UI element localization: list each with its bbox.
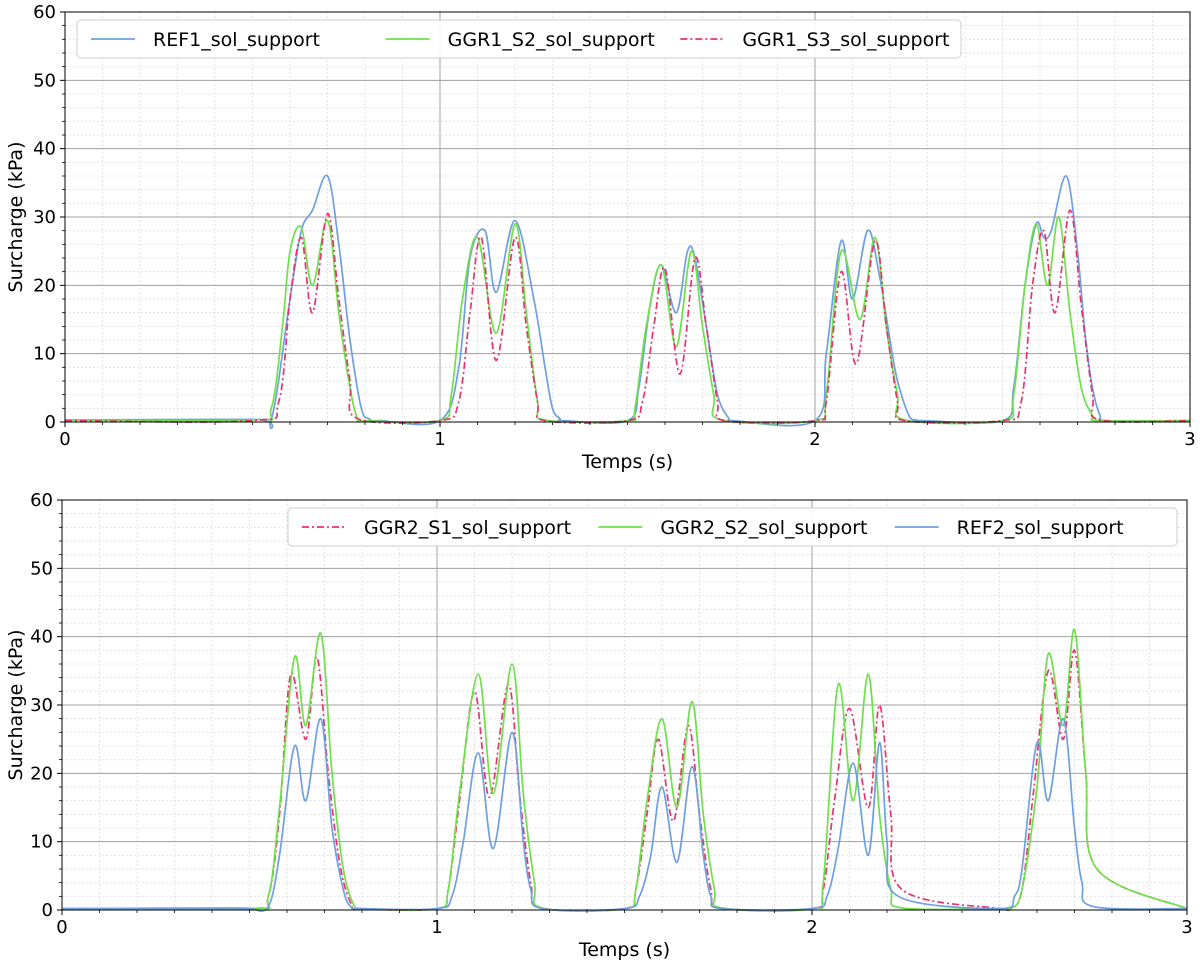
legend: REF1_sol_support GGR1_S2_sol_support GGR1_… <box>76 19 962 59</box>
y-tick-label: 0 <box>42 900 53 921</box>
y-tick-label: 20 <box>33 275 56 296</box>
legend-label: GGR2_S1_sol_support <box>364 517 571 539</box>
y-tick-label: 60 <box>30 490 53 511</box>
x-axis-label: Temps (s) <box>581 451 673 473</box>
y-axis-label: Surcharge (kPa) <box>5 142 27 293</box>
legend-label: GGR1_S3_sol_support <box>742 29 949 51</box>
legend: GGR2_S1_sol_support GGR2_S2_sol_support RE… <box>287 507 1178 547</box>
y-tick-label: 10 <box>33 344 56 365</box>
x-tick-label: 0 <box>59 429 70 450</box>
series-line-GGR2_S2_sol_support <box>61 628 1188 912</box>
y-tick-label: 30 <box>30 695 53 716</box>
y-tick-label: 40 <box>30 627 53 648</box>
y-tick-label: 0 <box>45 412 56 433</box>
y-tick-label: 10 <box>30 832 53 853</box>
y-tick-label: 50 <box>30 558 53 579</box>
series-line-GGR1_S2_sol_support <box>64 216 1191 425</box>
y-tick-label: 40 <box>33 139 56 160</box>
y-tick-label: 50 <box>33 70 56 91</box>
y-tick-label: 30 <box>33 207 56 228</box>
legend-label: REF1_sol_support <box>153 29 320 51</box>
y-axis-label: Surcharge (kPa) <box>5 630 27 781</box>
x-tick-label: 0 <box>56 917 67 938</box>
x-tick-label: 1 <box>434 429 445 450</box>
y-tick-label: 20 <box>30 763 53 784</box>
legend-label: GGR1_S2_sol_support <box>448 29 655 51</box>
x-tick-label: 1 <box>431 917 442 938</box>
x-tick-label: 3 <box>1181 917 1192 938</box>
x-axis-label: Temps (s) <box>578 939 670 961</box>
series-line-GGR1_S3_sol_support <box>64 209 1191 425</box>
series-line-REF2_sol_support <box>61 717 1188 912</box>
x-tick-label: 3 <box>1184 429 1195 450</box>
x-tick-label: 2 <box>806 917 817 938</box>
legend-label: REF2_sol_support <box>957 517 1124 539</box>
legend-label: GGR2_S2_sol_support <box>660 517 867 539</box>
x-tick-label: 2 <box>809 429 820 450</box>
legend-box <box>76 19 962 59</box>
legend-box <box>287 507 1178 547</box>
y-tick-label: 60 <box>33 2 56 23</box>
